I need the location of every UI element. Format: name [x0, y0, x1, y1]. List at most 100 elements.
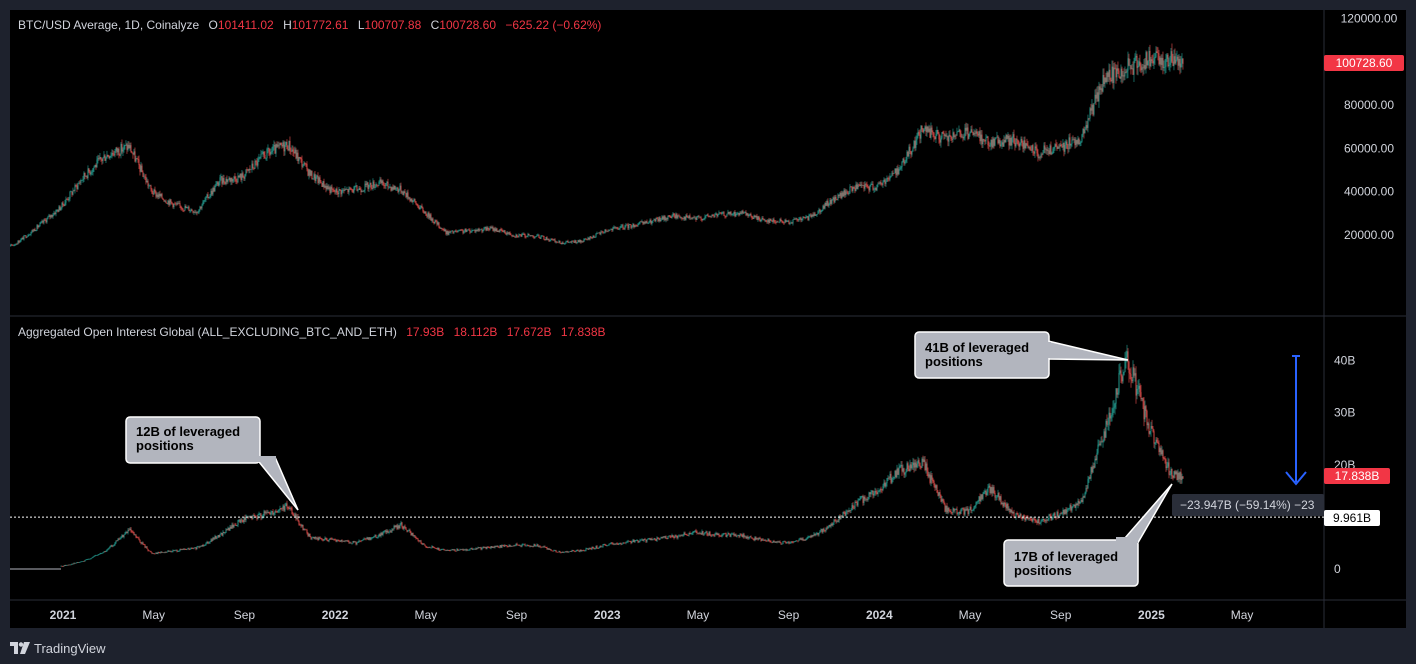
btc-candle-body-1138: [1130, 65, 1132, 69]
btc-candle-body-982: [974, 133, 976, 134]
btc-candle-body-262: [254, 161, 256, 169]
oi-candle-body-1011: [1071, 507, 1073, 511]
btc-candle-body-639: [631, 226, 633, 228]
oi-candle-body-1002: [1062, 509, 1064, 514]
btc-candle-body-1013: [1005, 135, 1007, 143]
measure-arrow[interactable]: [1285, 355, 1307, 486]
oi-candle-body-668: [728, 533, 730, 535]
btc-candle-body-1092: [1084, 129, 1086, 134]
oi-candle-body-1026: [1086, 487, 1088, 489]
btc-candle-body-418: [410, 198, 412, 202]
time-axis[interactable]: 2021 May Sep 2022 May Sep 2023 May Sep 2024 May Sep…: [50, 608, 1254, 622]
oi-candle-body-915: [975, 502, 977, 506]
callout-41b[interactable]: 41B of leveraged positions: [914, 331, 1129, 379]
oi-candle-body-897: [957, 513, 959, 515]
oi-candle-body-905: [965, 509, 967, 511]
oi-candle-body-336: [396, 525, 398, 529]
oi-candle-body-218: [278, 510, 280, 511]
oi-candle-body-456: [516, 543, 518, 545]
btc-price-axis[interactable]: 120000.00100000.0080000.0060000.0040000.…: [1341, 11, 1398, 242]
btc-legend[interactable]: BTC/USD Average, 1D, Coinalyze O101411.0…: [18, 18, 607, 32]
btc-candle-body-1087: [1079, 142, 1081, 145]
oi-candle-body-211: [271, 511, 273, 513]
btc-candle-body-491: [483, 227, 485, 231]
btc-candle-body-264: [256, 161, 258, 166]
btc-candle-body-51: [43, 219, 45, 223]
oi-candle-body-843: [903, 468, 905, 475]
oi-candle-body-570: [630, 541, 632, 544]
btc-candle-body-206: [198, 209, 200, 213]
oi-candle-body-523: [583, 550, 585, 552]
btc-candle-body-310: [302, 165, 304, 167]
oi-candle-body-688: [748, 537, 750, 539]
btc-candle-body-109: [101, 159, 103, 161]
tradingview-brand[interactable]: TradingView: [34, 640, 106, 656]
btc-candle-body-240: [232, 179, 234, 182]
btc-candle-body-1162: [1154, 57, 1156, 59]
btc-candle-body-54: [46, 218, 48, 223]
callout-12b[interactable]: 12B of leveraged positions: [125, 416, 299, 511]
oi-candle-body-231: [291, 508, 293, 515]
btc-candle-body-584: [576, 242, 578, 243]
oi-candle-body-162: [222, 531, 224, 536]
btc-candle-body-575: [567, 240, 569, 243]
callout-17b[interactable]: 17B of leveraged positions: [1003, 483, 1173, 587]
oi-candle-body-301: [361, 540, 363, 542]
oi-candle-body-608: [668, 535, 670, 537]
oi-candle-body-46: [106, 549, 108, 552]
chart-canvas[interactable]: 120000.00100000.0080000.0060000.0040000.…: [10, 10, 1406, 628]
btc-candle-body-917: [909, 146, 911, 152]
oi-candle-body-1024: [1084, 493, 1086, 498]
oi-candle-body-873: [933, 481, 935, 486]
btc-candle-body-338: [330, 186, 332, 193]
oi-candle-body-251: [311, 537, 313, 539]
oi-candle-body-636: [696, 531, 698, 534]
oi-candle-body-837: [897, 468, 899, 475]
oi-candle-body-1073: [1133, 367, 1135, 376]
btc-candle-body-484: [476, 229, 478, 231]
btc-candle-body-300: [292, 149, 294, 152]
oi-candle-body-765: [825, 527, 827, 531]
oi-candle-body-889: [949, 510, 951, 512]
btc-candle-body-660: [652, 220, 654, 222]
btc-candle-body-381: [373, 181, 375, 188]
btc-candle-body-448: [440, 228, 442, 229]
oi-candle-body-41: [101, 553, 103, 554]
oi-candle-body-646: [706, 531, 708, 535]
btc-candle-body-601: [593, 235, 595, 238]
oi-candle-body-75: [135, 534, 137, 538]
btc-candle-body-74: [66, 198, 68, 200]
btc-ytick-4: 40000.00: [1344, 185, 1394, 199]
btc-candle-body-952: [944, 134, 946, 136]
btc-candle-body-356: [348, 187, 350, 193]
btc-candle-body-475: [467, 229, 469, 231]
oi-candle-body-57: [117, 538, 119, 541]
oi-candle-body-898: [958, 512, 960, 514]
oi-candle-body-81: [141, 542, 143, 544]
oi-candle-body-907: [967, 508, 969, 515]
oi-candle-body-571: [631, 541, 633, 544]
btc-candle-body-769: [761, 217, 763, 220]
tradingview-logo-icon[interactable]: [10, 642, 30, 654]
oi-candle-body-259: [319, 537, 321, 539]
oi-candle-body-832: [892, 478, 894, 479]
oi-candle-body-141: [201, 545, 203, 547]
oi-legend[interactable]: Aggregated Open Interest Global (ALL_EXC…: [18, 325, 612, 339]
btc-candle-body-665: [657, 218, 659, 222]
oi-candle-body-945: [1005, 504, 1007, 509]
btc-candle-body-867: [859, 184, 861, 186]
oi-candle-body-518: [578, 550, 580, 552]
oi-candle-body-528: [588, 548, 590, 550]
oi-candle-body-39: [99, 553, 101, 555]
btc-ytick-3: 60000.00: [1344, 141, 1394, 155]
oi-candle-body-105: [165, 552, 167, 553]
oi-candle-body-208: [268, 511, 270, 514]
oi-candle-body-724: [784, 541, 786, 543]
oi-candle-body-498: [558, 551, 560, 553]
oi-candle-body-711: [771, 542, 773, 544]
oi-candle-body-752: [812, 535, 814, 536]
chart-area[interactable]: 120000.00100000.0080000.0060000.0040000.…: [10, 10, 1406, 628]
btc-candle-body-1172: [1164, 66, 1166, 68]
oi-candle-body-177: [237, 520, 239, 526]
